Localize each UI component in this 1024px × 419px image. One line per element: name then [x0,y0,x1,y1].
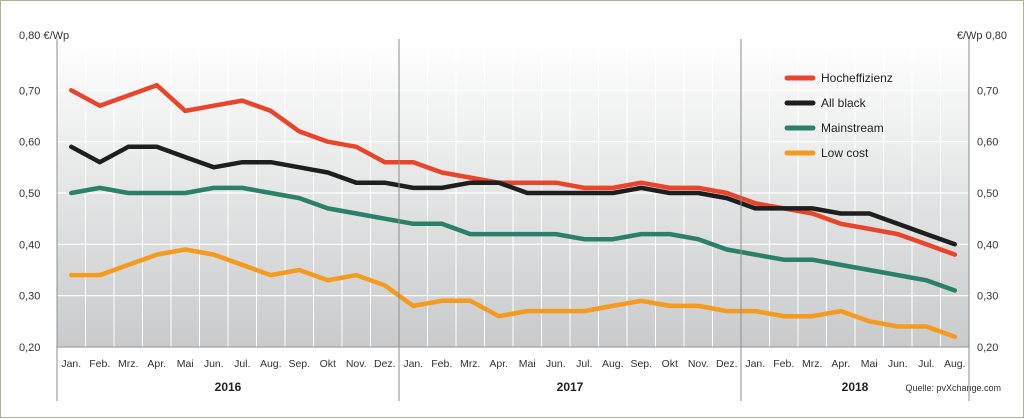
series-lines [69,82,958,339]
y-tick-right: 0,20 [977,342,998,354]
x-tick-label: Jan. [745,358,765,370]
x-tick-label: Mrz. [118,358,138,370]
y-tick-left: 0,30 [19,291,40,303]
x-tick-label: Jun. [888,358,908,370]
source-note: Quelle: pvXchange.com [905,383,1001,393]
series-line-mainstream [69,185,958,293]
x-tick-label: Apr. [489,358,508,370]
legend: Hocheffizienz All black Mainstream Low cost [784,71,893,160]
y-tick-right: 0,30 [977,291,998,303]
x-tick-label: Aug. [602,358,624,370]
x-tick-label: Okt [662,358,678,370]
y-tick-left: 0,60 [19,137,40,149]
x-tick-label: Mrz. [460,358,480,370]
x-tick-label: Sep. [288,358,310,370]
x-tick-label: Jun. [546,358,566,370]
x-tick-label: Apr. [831,358,850,370]
y-unit-right: €/Wp 0,80 [957,30,1007,42]
x-tick-label: Jan. [403,358,423,370]
y-tick-right: 0,60 [977,137,998,149]
series-line-hocheffizienz [69,82,958,257]
x-tick-label: Feb. [431,358,452,370]
x-tick-label: Mai [861,358,878,370]
year-label: 2017 [557,380,584,394]
legend-label: All black [821,96,867,110]
x-tick-label: Jul. [234,358,250,370]
x-tick-label: Nov. [346,358,367,370]
year-label: 2016 [215,380,242,394]
y-tick-right: 0,40 [977,239,998,251]
x-tick-label: Jul. [918,358,934,370]
x-tick-label: Jul. [576,358,592,370]
legend-label: Low cost [821,146,869,160]
x-tick-label: Aug. [944,358,966,370]
y-tick-left: 0,20 [19,342,40,354]
y-tick-right: 0,70 [977,85,998,97]
y-tick-left: 0,40 [19,239,40,251]
year-label: 2018 [842,380,869,394]
x-tick-label: Aug. [260,358,282,370]
x-tick-label: Mrz. [802,358,822,370]
legend-label: Hocheffizienz [821,71,893,85]
x-tick-label: Jan. [61,358,81,370]
y-tick-left: 0,70 [19,85,40,97]
x-tick-label: Jun. [204,358,224,370]
legend-label: Mainstream [821,121,884,135]
x-tick-label: Mai [519,358,536,370]
x-tick-label: Dez. [374,358,396,370]
x-tick-label: Okt [320,358,336,370]
y-tick-right: 0,50 [977,188,998,200]
x-tick-label: Apr. [147,358,166,370]
x-tick-label: Nov. [688,358,709,370]
series-line-low-cost [69,247,958,339]
x-tick-label: Sep. [630,358,652,370]
y-tick-left: 0,50 [19,188,40,200]
x-tick-label: Feb. [89,358,110,370]
axes: 0,80 €/Wp €/Wp 0,80 Quelle: pvXchange.co… [19,30,1007,401]
x-tick-label: Feb. [773,358,794,370]
y-unit-left: 0,80 €/Wp [19,30,69,42]
series-line-all-black [69,144,958,247]
x-tick-label: Mai [177,358,194,370]
x-tick-label: Dez. [716,358,738,370]
